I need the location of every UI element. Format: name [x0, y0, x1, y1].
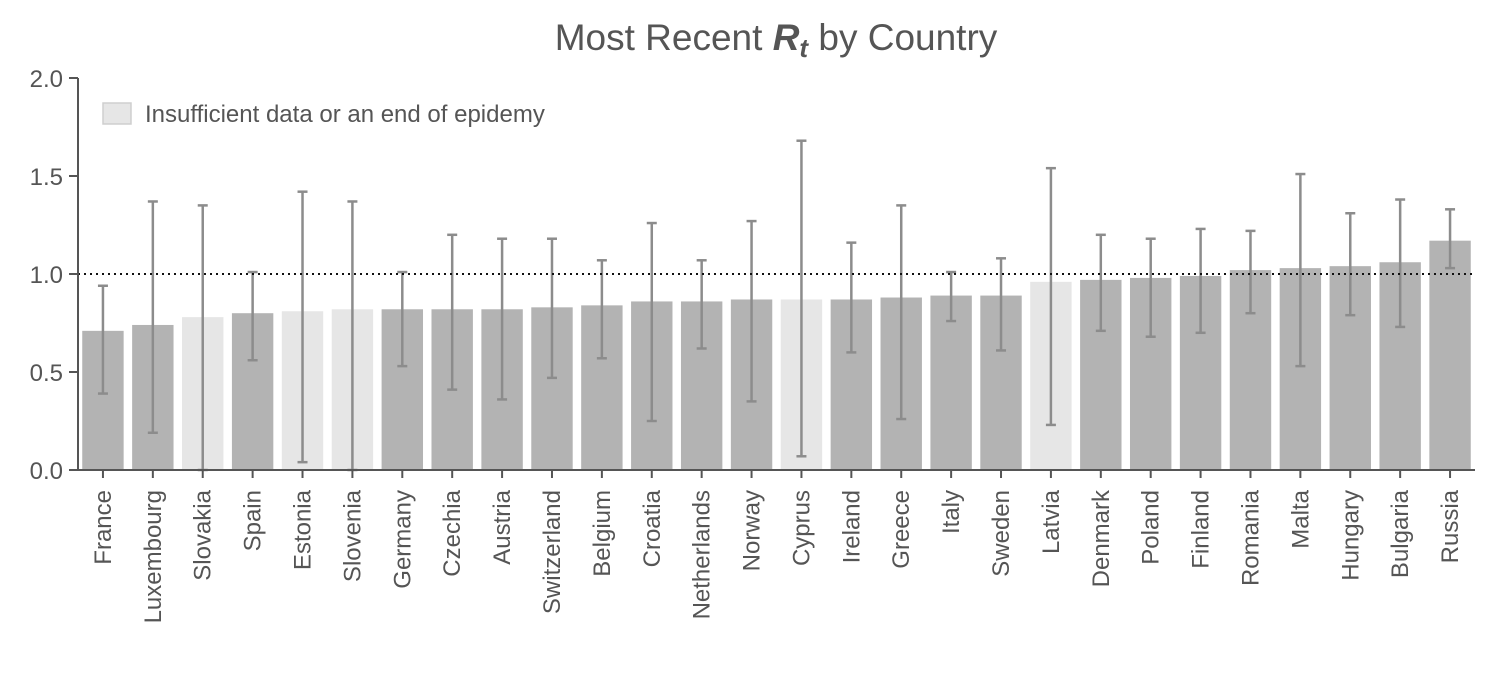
errorbar-sweden [996, 257, 1007, 352]
x-tick-label-norway: Norway [739, 490, 766, 571]
x-tick-label-belgium: Belgium [589, 490, 616, 577]
errorbar-germany [397, 270, 408, 368]
x-tick-label-estonia: Estonia [290, 489, 317, 570]
y-tick-label: 1.5 [30, 164, 63, 191]
y-axis-ticks: 0.0 0.5 1.0 1.5 2.0 [30, 66, 78, 485]
x-tick-label-bulgaria: Bulgaria [1387, 489, 1414, 578]
chart-title-suffix: by Country [808, 17, 998, 58]
bars-group [82, 240, 1471, 470]
errorbar-italy [946, 270, 957, 323]
legend-swatch [102, 102, 132, 125]
errorbar-czechia [447, 233, 458, 391]
x-tick-label-slovakia: Slovakia [190, 489, 217, 580]
errorbar-russia [1445, 208, 1456, 270]
x-tick-label-cyprus: Cyprus [788, 490, 815, 566]
y-tick-label: 2.0 [30, 66, 63, 93]
errorbar-norway [746, 219, 757, 403]
x-tick-label-ireland: Ireland [838, 490, 865, 563]
errorbar-netherlands [696, 259, 707, 350]
bar-italy [930, 295, 972, 470]
errorbar-latvia [1045, 166, 1056, 427]
errorbar-poland [1145, 237, 1156, 338]
errorbar-ireland [846, 241, 857, 354]
chart-title-subscript: t [799, 33, 809, 63]
x-tick-label-croatia: Croatia [639, 489, 666, 567]
x-tick-label-italy: Italy [938, 490, 965, 534]
errorbar-greece [896, 204, 907, 421]
x-tick-label-malta: Malta [1287, 489, 1314, 548]
legend-label: Insufficient data or an end of epidemy [145, 101, 545, 128]
chart-title-symbol: R [773, 17, 800, 58]
errorbar-estonia [297, 190, 308, 464]
errorbars-group [97, 139, 1456, 472]
x-tick-label-germany: Germany [389, 490, 416, 589]
errorbar-hungary [1345, 211, 1356, 317]
x-axis-labels: France Luxembourg Slovakia Spain Estonia Slov… [90, 470, 1464, 623]
errorbar-switzerland [546, 237, 557, 380]
errorbar-luxembourg [147, 200, 158, 435]
errorbar-denmark [1095, 233, 1106, 333]
x-tick-label-greece: Greece [888, 490, 915, 569]
x-tick-label-russia: Russia [1437, 489, 1464, 563]
chart-title-prefix: Most Recent [555, 17, 773, 58]
errorbar-spain [247, 270, 258, 362]
x-tick-label-denmark: Denmark [1088, 489, 1115, 587]
x-tick-label-latvia: Latvia [1038, 489, 1065, 554]
x-tick-label-netherlands: Netherlands [689, 490, 716, 619]
errorbar-belgium [596, 259, 607, 360]
x-tick-label-austria: Austria [489, 489, 516, 564]
errorbar-finland [1195, 227, 1206, 335]
errorbar-malta [1295, 172, 1306, 368]
x-tick-label-poland: Poland [1138, 490, 1165, 565]
errorbar-romania [1245, 229, 1256, 315]
x-tick-label-switzerland: Switzerland [539, 490, 566, 614]
x-tick-label-slovenia: Slovenia [339, 489, 366, 582]
x-tick-label-finland: Finland [1188, 490, 1215, 569]
legend: Insufficient data or an end of epidemy [102, 101, 545, 128]
x-tick-label-spain: Spain [240, 490, 267, 551]
chart-title: Most Recent Rt by Country [555, 17, 998, 63]
errorbar-france [97, 284, 108, 395]
bar-russia [1429, 240, 1471, 470]
errorbar-austria [497, 237, 508, 401]
errorbar-cyprus [796, 139, 807, 458]
y-tick-label: 0.5 [30, 360, 63, 387]
x-tick-label-france: France [90, 490, 117, 565]
y-tick-label: 0.0 [30, 458, 63, 485]
x-tick-label-hungary: Hungary [1337, 490, 1364, 581]
x-tick-label-romania: Romania [1237, 489, 1264, 586]
x-tick-label-czechia: Czechia [439, 489, 466, 576]
errorbar-bulgaria [1395, 198, 1406, 329]
x-tick-label-luxembourg: Luxembourg [140, 490, 167, 623]
x-tick-label-sweden: Sweden [988, 490, 1015, 577]
y-tick-label: 1.0 [30, 262, 63, 289]
errorbar-croatia [646, 221, 657, 423]
